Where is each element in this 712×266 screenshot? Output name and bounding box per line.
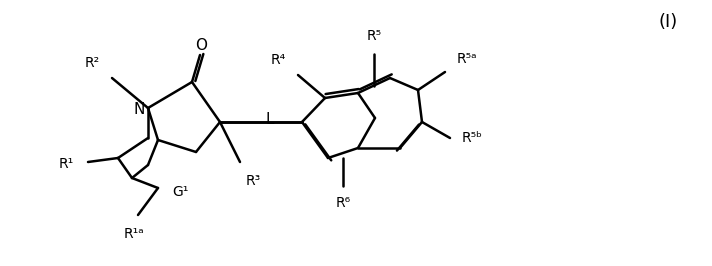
Text: R¹ᵃ: R¹ᵃ (124, 227, 145, 241)
Text: R⁵ᵃ: R⁵ᵃ (457, 52, 478, 66)
Text: O: O (195, 39, 207, 53)
Text: R³: R³ (246, 174, 261, 188)
Text: G¹: G¹ (172, 185, 189, 199)
Text: R²: R² (85, 56, 100, 70)
Text: N: N (133, 102, 145, 118)
Text: (I): (I) (659, 13, 678, 31)
Text: L: L (266, 113, 274, 127)
Text: R¹: R¹ (59, 157, 74, 171)
Text: R⁵ᵇ: R⁵ᵇ (462, 131, 483, 145)
Text: R⁵: R⁵ (367, 30, 382, 44)
Text: R⁶: R⁶ (335, 196, 350, 210)
Text: R⁴: R⁴ (271, 53, 286, 67)
